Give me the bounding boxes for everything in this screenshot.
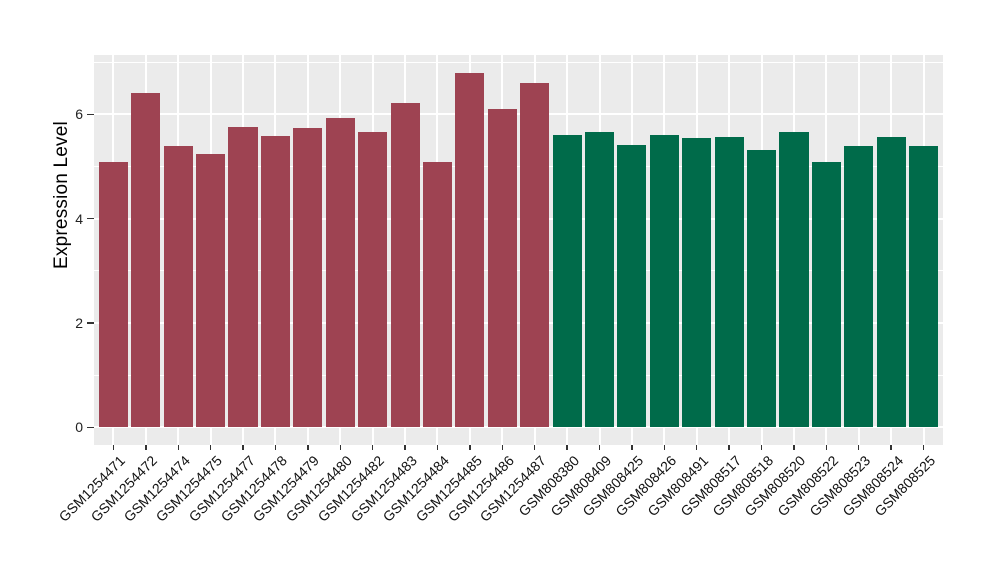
bar-GSM1254486 (487, 109, 517, 428)
bar-GSM808517 (714, 137, 744, 428)
x-tick (566, 444, 568, 450)
bar-GSM808409 (584, 132, 615, 428)
x-tick (371, 444, 374, 450)
bar-GSM808520 (779, 131, 809, 428)
x-tick (274, 444, 277, 450)
bar-GSM1254482 (358, 131, 388, 428)
x-tick (501, 444, 504, 450)
x-tick (404, 444, 406, 450)
x-tick (825, 444, 828, 450)
bar-GSM808523 (844, 146, 874, 428)
y-axis-title: Expression Level (51, 120, 72, 269)
bar-GSM1254472 (131, 92, 161, 428)
x-tick (469, 444, 471, 450)
bar-GSM1254477 (228, 126, 258, 428)
bar-GSM1254483 (390, 103, 420, 428)
gridline-major (94, 426, 943, 429)
x-tick (663, 444, 666, 450)
x-tick (307, 444, 309, 450)
x-tick (695, 444, 698, 450)
x-tick (177, 444, 179, 450)
y-tick (87, 113, 94, 116)
gridline-major (94, 217, 943, 220)
bar-GSM808522 (811, 161, 841, 428)
x-tick (436, 444, 439, 450)
bar-GSM808525 (908, 145, 939, 428)
bar-GSM1254484 (422, 162, 453, 428)
y-tick (87, 426, 94, 429)
bar-GSM808518 (746, 150, 777, 428)
bar-GSM1254474 (163, 146, 193, 428)
gridline-minor (94, 270, 943, 272)
bar-GSM1254480 (325, 117, 355, 428)
x-tick (631, 444, 633, 450)
x-tick (890, 444, 892, 450)
bar-GSM808491 (682, 137, 712, 428)
bar-GSM808524 (876, 136, 906, 428)
bar-GSM1254487 (520, 82, 550, 428)
x-tick (145, 444, 147, 450)
gridline-major (94, 322, 943, 324)
x-tick (339, 444, 342, 450)
y-tick (87, 217, 94, 220)
bar-GSM808380 (552, 135, 582, 428)
bar-GSM808425 (617, 145, 647, 428)
gridline-major (94, 113, 943, 116)
bar-GSM1254485 (455, 72, 485, 428)
y-tick-label: 2 (75, 315, 83, 331)
x-tick (209, 444, 212, 450)
x-tick (728, 444, 730, 450)
y-tick (87, 322, 94, 324)
x-tick (793, 444, 795, 450)
bar-GSM1254479 (293, 127, 323, 428)
y-tick-label: 4 (75, 210, 83, 227)
x-tick (760, 444, 763, 450)
bar-GSM1254478 (260, 136, 291, 428)
gridline-minor (94, 61, 943, 63)
bar-GSM808426 (649, 135, 679, 428)
gridline-minor (94, 166, 943, 168)
x-tick (857, 444, 860, 450)
y-tick-label: 6 (75, 106, 83, 123)
x-tick (112, 444, 115, 450)
x-tick (598, 444, 601, 450)
chart-panel (94, 55, 943, 445)
gridline-minor (94, 374, 943, 376)
y-tick-label: 0 (75, 419, 83, 436)
x-tick (533, 444, 536, 450)
x-tick (242, 444, 244, 450)
x-tick (922, 444, 925, 450)
bar-GSM1254475 (196, 153, 226, 428)
bar-GSM1254471 (98, 162, 129, 428)
